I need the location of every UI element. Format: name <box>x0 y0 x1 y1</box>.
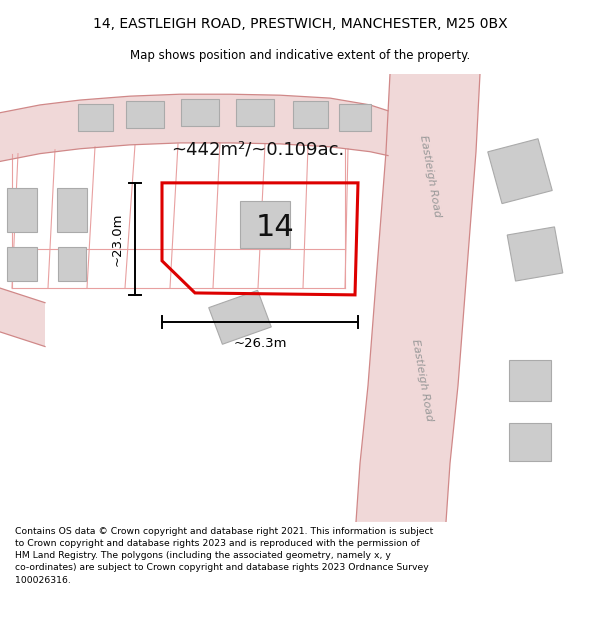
Polygon shape <box>509 360 551 401</box>
Text: ~26.3m: ~26.3m <box>233 337 287 350</box>
Polygon shape <box>181 99 219 126</box>
Polygon shape <box>488 139 552 204</box>
Polygon shape <box>240 201 290 248</box>
Polygon shape <box>57 188 87 232</box>
Text: 14, EASTLEIGH ROAD, PRESTWICH, MANCHESTER, M25 0BX: 14, EASTLEIGH ROAD, PRESTWICH, MANCHESTE… <box>92 17 508 31</box>
Polygon shape <box>58 247 86 281</box>
Polygon shape <box>356 74 480 522</box>
Polygon shape <box>236 99 274 126</box>
Polygon shape <box>209 291 271 344</box>
Polygon shape <box>293 101 328 128</box>
Polygon shape <box>77 104 113 131</box>
Polygon shape <box>7 247 37 281</box>
Text: Contains OS data © Crown copyright and database right 2021. This information is : Contains OS data © Crown copyright and d… <box>15 527 433 584</box>
Polygon shape <box>0 94 388 161</box>
Text: Eastleigh Road: Eastleigh Road <box>410 339 434 422</box>
Polygon shape <box>509 424 551 461</box>
Text: Map shows position and indicative extent of the property.: Map shows position and indicative extent… <box>130 49 470 62</box>
Polygon shape <box>7 188 37 232</box>
Text: Eastleigh Road: Eastleigh Road <box>418 134 442 218</box>
Polygon shape <box>339 104 371 131</box>
Polygon shape <box>0 288 45 346</box>
Polygon shape <box>507 227 563 281</box>
Polygon shape <box>126 101 164 128</box>
Text: 14: 14 <box>256 213 295 242</box>
Text: ~23.0m: ~23.0m <box>110 212 124 266</box>
Text: ~442m²/~0.109ac.: ~442m²/~0.109ac. <box>172 141 344 159</box>
